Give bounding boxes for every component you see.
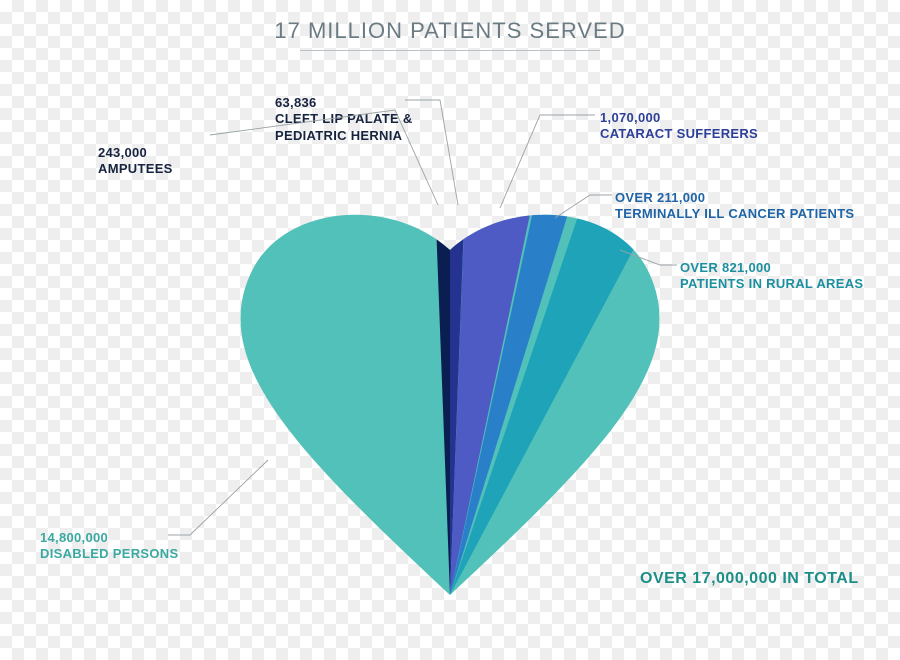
total-label: OVER 17,000,000 IN TOTAL xyxy=(640,570,859,588)
label-cleft-value: 63,836 xyxy=(275,95,413,111)
label-cataract: 1,070,000CATARACT SUFFERERS xyxy=(600,110,758,143)
infographic-stage: 17 MILLION PATIENTS SERVED 243,000AMPUTE… xyxy=(0,0,900,660)
label-disabled: 14,800,000DISABLED PERSONS xyxy=(40,530,178,563)
label-amputees-text: AMPUTEES xyxy=(98,161,173,177)
label-rural: OVER 821,000PATIENTS IN RURAL AREAS xyxy=(680,260,863,293)
label-cleft-text: CLEFT LIP PALATE &PEDIATRIC HERNIA xyxy=(275,111,413,144)
label-disabled-value: 14,800,000 xyxy=(40,530,178,546)
heart-shape-svg xyxy=(230,195,670,595)
label-amputees: 243,000AMPUTEES xyxy=(98,145,173,178)
label-cleft: 63,836CLEFT LIP PALATE &PEDIATRIC HERNIA xyxy=(275,95,413,144)
label-amputees-value: 243,000 xyxy=(98,145,173,161)
label-cancer-value: OVER 211,000 xyxy=(615,190,854,206)
label-cataract-value: 1,070,000 xyxy=(600,110,758,126)
label-rural-text: PATIENTS IN RURAL AREAS xyxy=(680,276,863,292)
heart-pie-chart xyxy=(230,195,670,595)
title-underline xyxy=(300,50,600,51)
page-title: 17 MILLION PATIENTS SERVED xyxy=(0,18,900,44)
label-disabled-text: DISABLED PERSONS xyxy=(40,546,178,562)
leader-cleft xyxy=(405,100,458,205)
label-cancer-text: TERMINALLY ILL CANCER PATIENTS xyxy=(615,206,854,222)
label-rural-value: OVER 821,000 xyxy=(680,260,863,276)
label-cataract-text: CATARACT SUFFERERS xyxy=(600,126,758,142)
label-cancer: OVER 211,000TERMINALLY ILL CANCER PATIEN… xyxy=(615,190,854,223)
